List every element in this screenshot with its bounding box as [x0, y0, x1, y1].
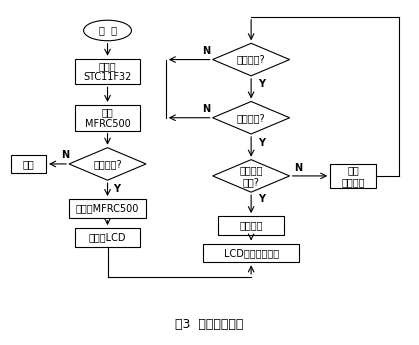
Polygon shape	[212, 43, 290, 76]
FancyBboxPatch shape	[11, 155, 46, 173]
Text: 执行命令
成功?: 执行命令 成功?	[239, 165, 263, 187]
Text: 初始化MFRC500: 初始化MFRC500	[76, 204, 139, 214]
Ellipse shape	[84, 20, 132, 41]
FancyBboxPatch shape	[69, 199, 146, 218]
FancyBboxPatch shape	[75, 59, 140, 85]
FancyBboxPatch shape	[75, 105, 140, 130]
Text: LCD显示执行信息: LCD显示执行信息	[224, 248, 279, 258]
Text: 复位
MFRC500: 复位 MFRC500	[85, 107, 130, 129]
Text: 出错: 出错	[23, 159, 34, 169]
Text: Y: Y	[113, 184, 120, 194]
Text: 读取字库: 读取字库	[239, 220, 263, 230]
Text: 开  始: 开 始	[98, 26, 116, 36]
Text: 复位成功?: 复位成功?	[93, 159, 122, 169]
Text: N: N	[202, 104, 210, 114]
Text: N: N	[202, 46, 210, 56]
Text: 初始化LCD: 初始化LCD	[89, 233, 126, 243]
Text: N: N	[61, 150, 69, 160]
FancyBboxPatch shape	[218, 216, 285, 235]
FancyBboxPatch shape	[203, 244, 299, 262]
Polygon shape	[212, 101, 290, 134]
FancyBboxPatch shape	[330, 164, 376, 188]
Text: Y: Y	[258, 138, 265, 148]
Polygon shape	[69, 148, 146, 180]
Text: 图3  软件总体流程: 图3 软件总体流程	[175, 318, 244, 331]
FancyBboxPatch shape	[75, 228, 140, 247]
Text: Y: Y	[258, 79, 265, 89]
Polygon shape	[212, 160, 290, 192]
Text: N: N	[294, 164, 302, 174]
Text: 初始化
STC11F32: 初始化 STC11F32	[83, 61, 132, 82]
Text: 返回
错误信息: 返回 错误信息	[341, 165, 365, 187]
Text: Y: Y	[258, 194, 265, 204]
Text: 命令合法?: 命令合法?	[237, 113, 265, 123]
Text: 收到命令?: 收到命令?	[237, 55, 265, 65]
